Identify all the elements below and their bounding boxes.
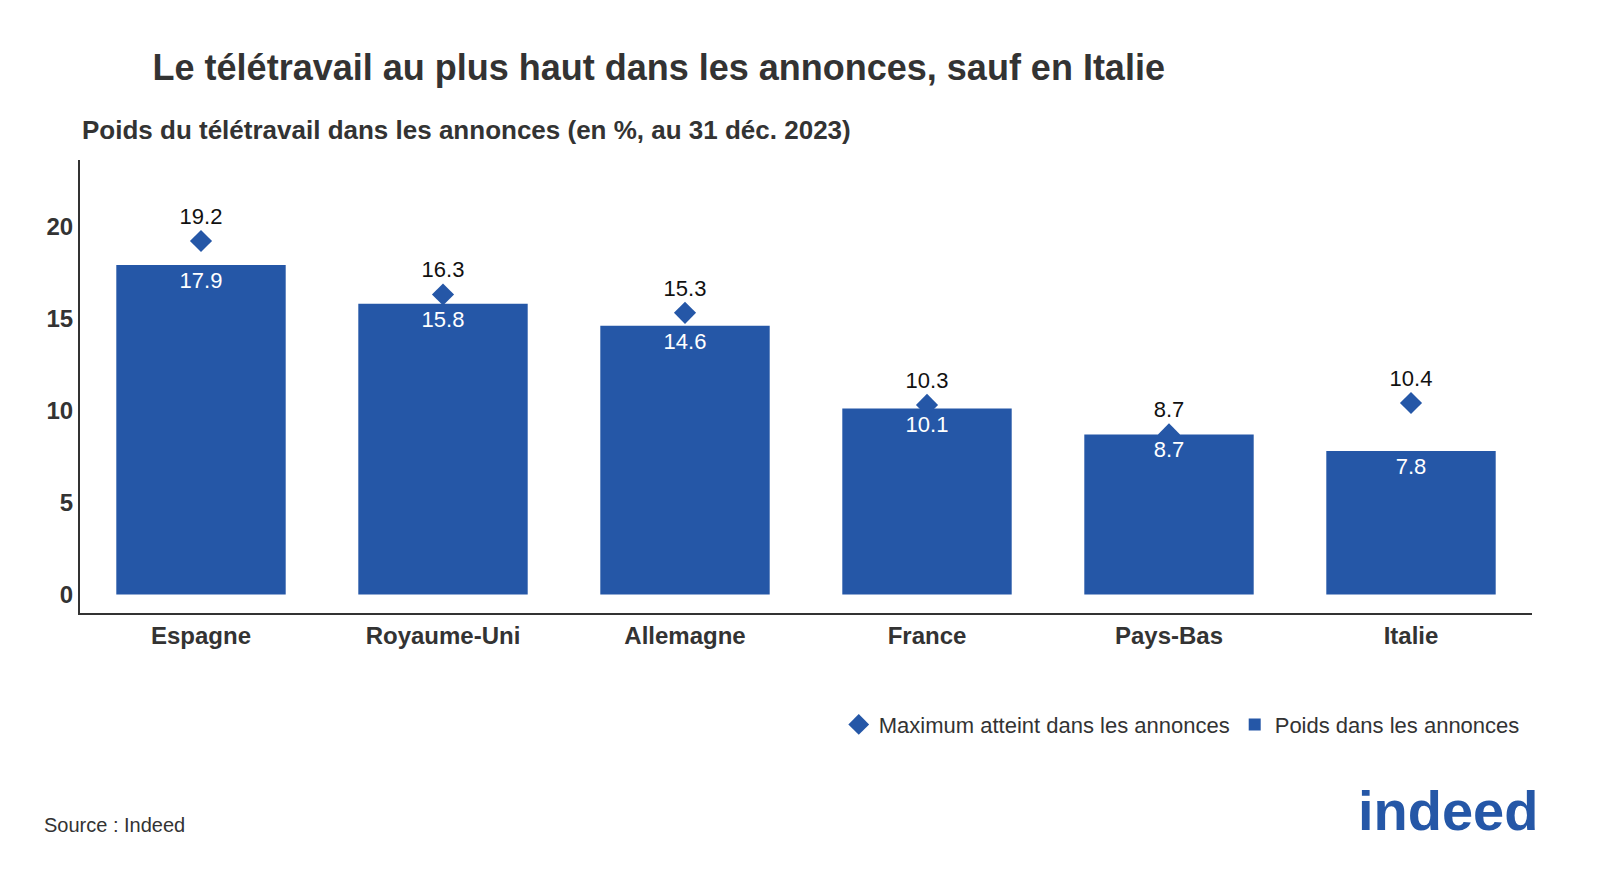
svg-text:Poids dans les annonces: Poids dans les annonces: [1275, 713, 1520, 738]
svg-text:15.8: 15.8: [422, 307, 465, 332]
svg-text:14.6: 14.6: [664, 329, 707, 354]
svg-text:Pays-Bas: Pays-Bas: [1115, 622, 1223, 649]
svg-text:Royaume-Uni: Royaume-Uni: [366, 622, 521, 649]
svg-text:France: France: [888, 622, 967, 649]
svg-text:Italie: Italie: [1384, 622, 1439, 649]
svg-text:20: 20: [46, 213, 73, 240]
svg-text:10.3: 10.3: [906, 368, 949, 393]
svg-text:Poids du télétravail dans les: Poids du télétravail dans les annonces (…: [82, 115, 851, 145]
svg-text:Espagne: Espagne: [151, 622, 251, 649]
svg-text:5: 5: [60, 489, 73, 516]
svg-text:0: 0: [60, 581, 73, 608]
svg-text:Source : Indeed: Source : Indeed: [44, 814, 185, 836]
svg-text:Le télétravail au plus haut da: Le télétravail au plus haut dans les ann…: [153, 47, 1165, 88]
svg-text:15: 15: [46, 305, 73, 332]
svg-text:19.2: 19.2: [180, 204, 223, 229]
svg-text:Allemagne: Allemagne: [624, 622, 745, 649]
svg-text:15.3: 15.3: [664, 276, 707, 301]
svg-text:7.8: 7.8: [1396, 454, 1427, 479]
svg-text:10: 10: [46, 397, 73, 424]
svg-text:8.7: 8.7: [1154, 397, 1185, 422]
svg-text:8.7: 8.7: [1154, 437, 1185, 462]
svg-text:Maximum atteint dans les annon: Maximum atteint dans les annonces: [879, 713, 1230, 738]
svg-text:10.4: 10.4: [1390, 366, 1433, 391]
svg-text:17.9: 17.9: [180, 268, 223, 293]
svg-text:16.3: 16.3: [422, 257, 465, 282]
svg-text:indeed: indeed: [1358, 779, 1538, 842]
svg-text:10.1: 10.1: [906, 412, 949, 437]
